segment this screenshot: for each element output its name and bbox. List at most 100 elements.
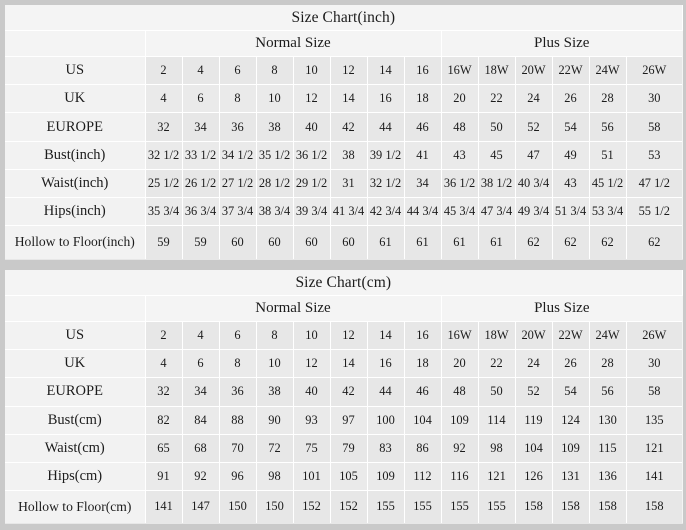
data-cell: 35 3/4 (145, 197, 183, 226)
data-cell: 14 (367, 56, 405, 85)
data-cell: 42 3/4 (367, 197, 405, 226)
row-label: Bust(inch) (5, 141, 146, 170)
data-cell: 58 (626, 112, 683, 142)
table-row: Bust(cm) 82 84 88 90 93 97 100 104 109 114 119 124 13… (5, 406, 683, 435)
data-cell: 46 (404, 112, 442, 142)
data-cell: 60 (293, 225, 331, 259)
table-row: US 2 4 6 8 10 12 14 16 16W 18W 20W 22W 24W 26W (5, 321, 683, 350)
data-cell: 62 (589, 225, 627, 259)
data-cell: 26 (552, 84, 590, 113)
data-cell: 41 3/4 (330, 197, 368, 226)
data-cell: 26 (552, 349, 590, 378)
data-cell: 16 (404, 321, 442, 350)
data-cell: 105 (330, 462, 368, 491)
data-cell: 22 (478, 84, 516, 113)
data-cell: 124 (552, 406, 590, 435)
data-cell: 86 (404, 434, 442, 463)
data-cell: 4 (182, 56, 220, 85)
data-cell: 62 (626, 225, 683, 259)
data-cell: 136 (589, 462, 627, 491)
row-label: Hips(cm) (5, 462, 146, 491)
data-cell: 62 (515, 225, 553, 259)
group-header-plus-size: Plus Size (441, 295, 683, 322)
data-cell: 91 (145, 462, 183, 491)
data-cell: 43 (441, 141, 479, 170)
data-cell: 62 (552, 225, 590, 259)
data-cell: 16W (441, 56, 479, 85)
data-cell: 24W (589, 321, 627, 350)
data-cell: 18W (478, 321, 516, 350)
row-label: EUROPE (5, 112, 146, 142)
data-cell: 104 (404, 406, 442, 435)
data-cell: 126 (515, 462, 553, 491)
data-cell: 20W (515, 321, 553, 350)
chart-title: Size Chart(cm) (5, 269, 683, 296)
data-cell: 4 (145, 84, 183, 113)
data-cell: 52 (515, 112, 553, 142)
data-cell: 10 (256, 84, 294, 113)
data-cell: 8 (256, 56, 294, 85)
data-cell: 24 (515, 84, 553, 113)
data-cell: 79 (330, 434, 368, 463)
data-cell: 4 (182, 321, 220, 350)
row-label: US (5, 56, 146, 85)
data-cell: 24 (515, 349, 553, 378)
data-cell: 2 (145, 321, 183, 350)
data-cell: 40 (293, 377, 331, 407)
data-cell: 34 1/2 (219, 141, 257, 170)
row-label: Hollow to Floor(inch) (5, 225, 146, 259)
data-cell: 38 (330, 141, 368, 170)
chart-title-row: Size Chart(inch) (5, 5, 683, 31)
group-header-corner (5, 30, 146, 57)
data-cell: 93 (293, 406, 331, 435)
data-cell: 121 (478, 462, 516, 491)
data-cell: 30 (626, 349, 683, 378)
data-cell: 61 (404, 225, 442, 259)
row-label: EUROPE (5, 377, 146, 407)
group-header-normal-size: Normal Size (145, 295, 442, 322)
data-cell: 54 (552, 112, 590, 142)
data-cell: 40 (293, 112, 331, 142)
data-cell: 88 (219, 406, 257, 435)
data-cell: 10 (293, 56, 331, 85)
data-cell: 36 (219, 112, 257, 142)
group-header-row: Normal Size Plus Size (5, 30, 683, 57)
data-cell: 53 (626, 141, 683, 170)
data-cell: 10 (293, 321, 331, 350)
data-cell: 70 (219, 434, 257, 463)
data-cell: 14 (330, 84, 368, 113)
row-label: Hips(inch) (5, 197, 146, 226)
data-cell: 8 (219, 349, 257, 378)
data-cell: 158 (589, 490, 627, 523)
table-row: EUROPE 32 34 36 38 40 42 44 46 48 50 52 54 56 58 (5, 112, 683, 142)
data-cell: 36 1/2 (441, 169, 479, 198)
data-cell: 150 (256, 490, 294, 523)
table-row: Waist(cm) 65 68 70 72 75 79 83 86 92 98 104 109 115 12… (5, 434, 683, 463)
row-label: UK (5, 349, 146, 378)
data-cell: 6 (219, 56, 257, 85)
data-cell: 52 (515, 377, 553, 407)
data-cell: 42 (330, 377, 368, 407)
data-cell: 68 (182, 434, 220, 463)
data-cell: 141 (626, 462, 683, 491)
group-header-plus-size: Plus Size (441, 30, 683, 57)
data-cell: 14 (330, 349, 368, 378)
table-row: UK 4 6 8 10 12 14 16 18 20 22 24 26 28 30 (5, 349, 683, 378)
data-cell: 32 (145, 377, 183, 407)
data-cell: 45 1/2 (589, 169, 627, 198)
data-cell: 61 (478, 225, 516, 259)
data-cell: 18 (404, 84, 442, 113)
data-cell: 59 (182, 225, 220, 259)
data-cell: 83 (367, 434, 405, 463)
data-cell: 43 (552, 169, 590, 198)
data-cell: 26 1/2 (182, 169, 220, 198)
data-cell: 33 1/2 (182, 141, 220, 170)
data-cell: 130 (589, 406, 627, 435)
data-cell: 28 1/2 (256, 169, 294, 198)
data-cell: 116 (441, 462, 479, 491)
data-cell: 41 (404, 141, 442, 170)
data-cell: 84 (182, 406, 220, 435)
data-cell: 12 (330, 56, 368, 85)
data-cell: 38 (256, 112, 294, 142)
data-cell: 47 3/4 (478, 197, 516, 226)
